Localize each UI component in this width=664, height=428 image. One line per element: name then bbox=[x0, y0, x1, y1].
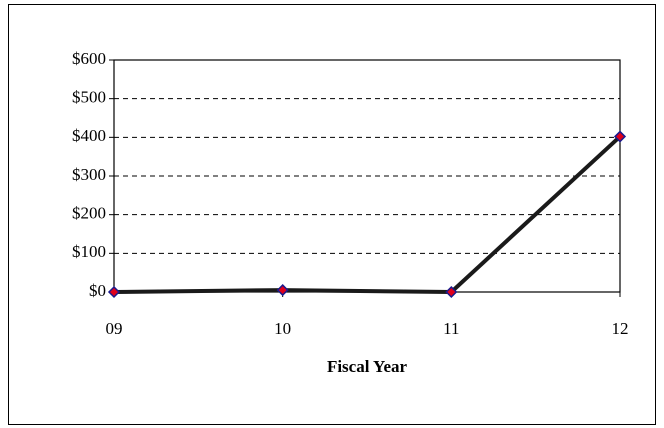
y-tick-label: $500 bbox=[72, 88, 106, 107]
y-tick-label: $200 bbox=[72, 204, 106, 223]
y-tick-label: $100 bbox=[72, 242, 106, 261]
y-tick-label: $0 bbox=[89, 281, 106, 300]
x-tick-label: 09 bbox=[106, 319, 123, 338]
y-tick-label: $600 bbox=[72, 49, 106, 68]
data-point bbox=[613, 130, 627, 143]
data-line bbox=[113, 135, 622, 294]
x-tick-label: 12 bbox=[612, 319, 629, 338]
x-axis-label: Fiscal Year bbox=[327, 357, 408, 376]
x-tick-label: 10 bbox=[274, 319, 291, 338]
data-point bbox=[107, 285, 121, 299]
data-point bbox=[276, 284, 289, 297]
y-tick-label: $400 bbox=[72, 126, 106, 145]
x-tick-label: 11 bbox=[443, 319, 459, 338]
data-point bbox=[445, 285, 458, 299]
y-tick-label: $300 bbox=[72, 165, 106, 184]
